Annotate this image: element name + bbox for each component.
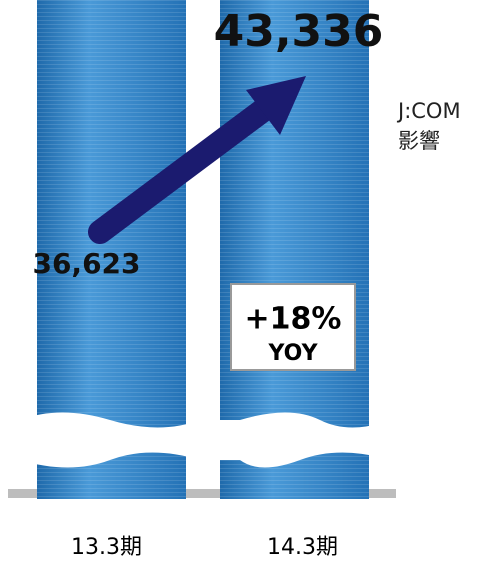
- legend-entry: J:COM影響: [398, 99, 461, 153]
- yoy-box: [230, 283, 356, 371]
- yoy-label: YOY: [268, 341, 319, 366]
- x-tick-label: 13.3期: [71, 535, 142, 560]
- growth-label: +18%: [245, 302, 342, 337]
- total-label: 36,623: [32, 247, 140, 280]
- x-tick-label: 14.3期: [267, 535, 338, 560]
- arrow: [88, 76, 306, 244]
- total-label: 43,336: [214, 6, 384, 57]
- baseline-platform: [8, 489, 396, 498]
- axis-break: [20, 412, 390, 468]
